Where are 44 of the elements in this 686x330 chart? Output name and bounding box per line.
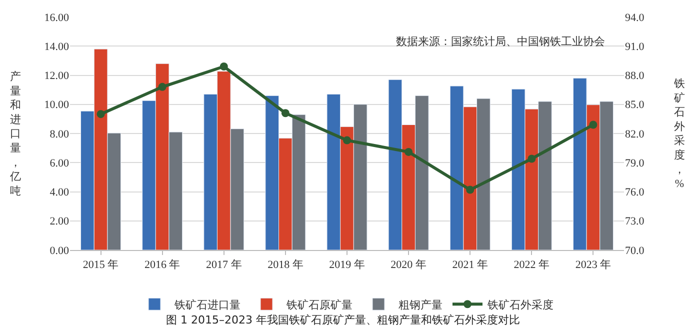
x-tick-label: 2021 年 [452, 259, 488, 272]
x-tick-label: 2015 年 [82, 259, 119, 272]
x-tick-label: 2018 年 [268, 259, 304, 272]
y2-tick-label: 94.0 [625, 12, 645, 24]
y-tick-label: 8.00 [50, 128, 70, 140]
point [220, 62, 228, 71]
point [589, 120, 598, 129]
y2-tick-label: 88.0 [625, 70, 645, 82]
y-tick-label: 16.00 [44, 12, 70, 24]
point [343, 136, 351, 144]
y2-tick-label: 85.0 [625, 99, 645, 112]
text: 图 1 2015–2023 年我国铁矿石原矿产量、粗钢产量和铁矿石外采度对比 [166, 313, 520, 326]
y2-tick-label: 91.0 [625, 40, 645, 53]
point [281, 109, 290, 118]
x-tick-label: 2019 年 [329, 259, 365, 272]
text: 产量和进口量，亿吨 [10, 71, 21, 198]
point [528, 154, 536, 163]
y-tick-label: 12.00 [44, 70, 70, 82]
y2-tick-label: 79.0 [625, 157, 645, 170]
point [158, 82, 166, 91]
legend-label: 铁矿石原矿量 [286, 298, 352, 312]
legend-label: 铁矿石外采度 [486, 298, 554, 312]
x-tick-label: 2022 年 [514, 259, 550, 272]
x-tick-label: 2017 年 [206, 259, 242, 272]
x-tick-label: 2020 年 [390, 259, 426, 272]
legend-label: 粗钢产量 [398, 298, 442, 312]
point [466, 186, 474, 194]
point [404, 148, 413, 156]
y2-axis-title: 铁矿石外采度，% [673, 78, 685, 190]
y-tick-label: 4.00 [50, 186, 70, 199]
x-tick-label: 2016 年 [144, 259, 180, 272]
y-tick-label: 2.00 [50, 216, 70, 228]
point [96, 110, 105, 118]
y2-tick-label: 76.0 [625, 186, 645, 199]
y-tick-label: 14.00 [44, 40, 70, 53]
y2-tick-label: 70.0 [625, 244, 645, 257]
y-tick-label: 6.00 [50, 157, 70, 170]
y-tick-label: 0.00 [50, 244, 70, 257]
annotation: 数据来源：国家统计局、中国钢铁工业协会 [396, 35, 605, 48]
y-tick-label: 10.00 [44, 99, 70, 112]
y2-tick-label: 82.0 [625, 128, 645, 140]
legend-label: 铁矿石进口量 [174, 298, 240, 312]
x-tick-label: 2023 年 [575, 259, 612, 272]
y2-tick-label: 73.0 [625, 216, 645, 228]
